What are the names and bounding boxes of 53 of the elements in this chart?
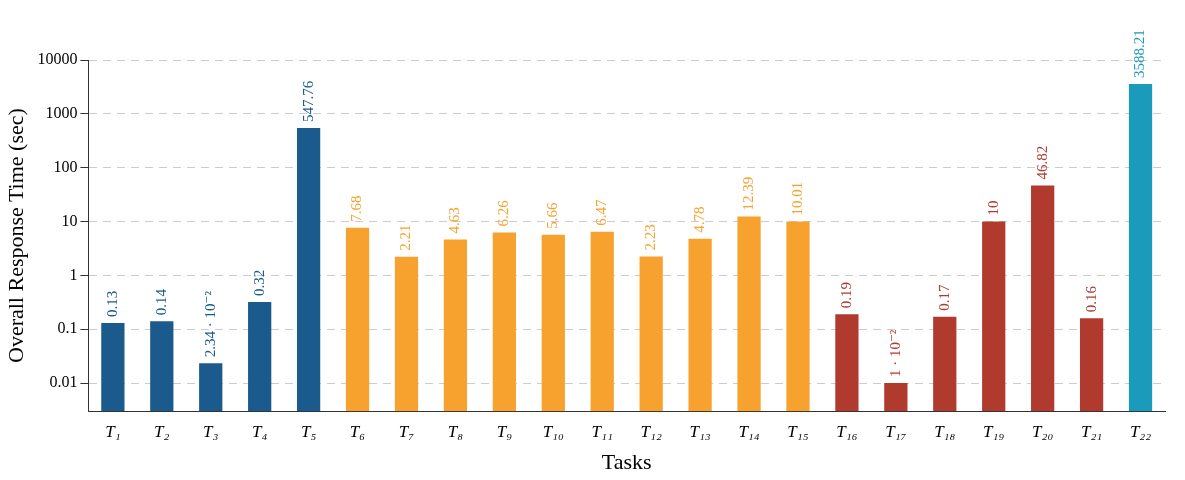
x-axis-title: Tasks bbox=[601, 448, 652, 474]
data-label: 6.26 bbox=[495, 199, 512, 227]
x-tick-label: T₁₀ bbox=[542, 421, 565, 441]
x-tick-label: T₃ bbox=[203, 421, 219, 441]
x-tick-label: T₂₀ bbox=[1032, 421, 1054, 441]
x-tick-label: T₉ bbox=[496, 421, 513, 441]
data-label: 10 bbox=[984, 200, 1001, 216]
x-tick-label: T₄ bbox=[251, 421, 268, 441]
y-axis-title: Overall Response Time (sec) bbox=[2, 108, 28, 363]
data-label: 3588.21 bbox=[1131, 29, 1148, 78]
data-label: 5.66 bbox=[544, 202, 561, 229]
data-label: 46.82 bbox=[1033, 145, 1050, 180]
data-label: 7.68 bbox=[348, 195, 365, 222]
data-label: 0.17 bbox=[935, 284, 952, 311]
x-tick-label: T₅ bbox=[300, 421, 317, 441]
y-tick-label: 0.01 bbox=[49, 373, 78, 391]
data-label: 0.32 bbox=[250, 269, 267, 297]
y-tick-label: 10 bbox=[61, 211, 78, 229]
y-tick-label: 1000 bbox=[45, 104, 78, 122]
x-tick-label: T₁₇ bbox=[885, 421, 907, 441]
y-tick-label: 100 bbox=[53, 157, 78, 175]
x-tick-label: T₂₁ bbox=[1080, 421, 1103, 441]
y-tick-label: 10000 bbox=[37, 50, 78, 68]
data-label: 0.14 bbox=[152, 288, 169, 316]
x-tick-label: T₁₄ bbox=[738, 421, 760, 441]
x-tick-label: T₁₅ bbox=[787, 421, 809, 441]
data-label: 12.39 bbox=[739, 176, 756, 211]
x-tick-label: T₁₃ bbox=[689, 421, 711, 441]
data-label: 1 · 10⁻² bbox=[886, 329, 903, 378]
data-label: 10.01 bbox=[788, 181, 805, 216]
data-label: 4.63 bbox=[446, 207, 463, 234]
data-label: 0.16 bbox=[1082, 285, 1099, 313]
x-tick-label: T₁₁ bbox=[591, 421, 613, 441]
x-tick-label: T₁ bbox=[105, 421, 121, 441]
x-tick-label: T₂ bbox=[154, 421, 170, 441]
x-tick-label: T₂₂ bbox=[1129, 421, 1152, 441]
y-tick-label: 0.1 bbox=[57, 319, 78, 337]
data-label: 4.78 bbox=[691, 206, 708, 233]
data-label: 0.19 bbox=[837, 281, 854, 309]
data-label: 2.34 · 10⁻² bbox=[201, 290, 218, 358]
x-tick-label: T₈ bbox=[447, 421, 464, 441]
data-label: 547.76 bbox=[299, 80, 316, 122]
x-tick-label: T₇ bbox=[398, 421, 415, 441]
data-label: 2.21 bbox=[397, 224, 414, 251]
x-tick-label: T₁₆ bbox=[836, 421, 858, 441]
data-label: 6.47 bbox=[593, 198, 610, 226]
x-tick-label: T₁₂ bbox=[640, 421, 662, 441]
x-tick-label: T₆ bbox=[349, 421, 366, 441]
x-tick-label: T₁₉ bbox=[983, 421, 1005, 441]
data-label: 0.13 bbox=[103, 290, 120, 318]
x-tick-label: T₁₈ bbox=[934, 421, 956, 441]
y-tick-label: 1 bbox=[69, 265, 78, 283]
data-label: 2.23 bbox=[642, 224, 659, 251]
